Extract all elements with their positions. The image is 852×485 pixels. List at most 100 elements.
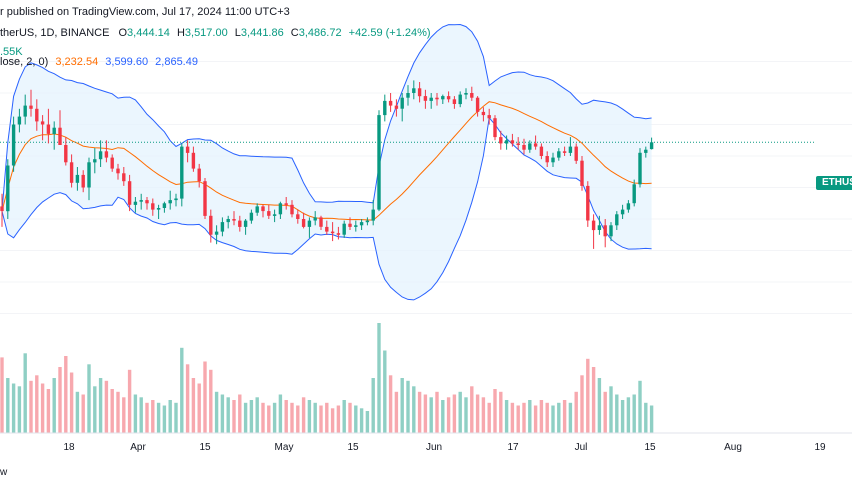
- candle-body: [139, 200, 143, 202]
- x-tick-label: Jul: [575, 442, 588, 453]
- volume-bar: [93, 386, 97, 434]
- volume-bar: [470, 386, 474, 434]
- candle-body: [46, 124, 51, 134]
- candle: [603, 219, 607, 248]
- last-price-tag: ETHUSD: [816, 176, 852, 190]
- volume-bar: [261, 402, 265, 434]
- volume-bar: [46, 389, 51, 433]
- volume-bar: [649, 405, 654, 433]
- close-label: C: [290, 27, 299, 39]
- candle: [522, 138, 526, 155]
- candle-body: [122, 173, 126, 182]
- candle-body: [342, 223, 346, 235]
- candle: [214, 225, 219, 245]
- candle: [156, 204, 161, 219]
- volume-bar: [400, 378, 404, 433]
- bollinger-label[interactable]: lose, 2, 0): [0, 56, 49, 68]
- candle: [475, 96, 480, 117]
- x-tick-label: 19: [814, 442, 826, 453]
- volume-bar: [481, 397, 486, 434]
- volume-bar: [40, 383, 45, 433]
- candle-body: [504, 140, 509, 144]
- candle: [551, 152, 555, 167]
- volume-bar: [528, 400, 532, 433]
- candle-body: [11, 124, 16, 166]
- volume-bar: [191, 378, 196, 433]
- volume-bar: [464, 397, 468, 434]
- candle: [452, 96, 457, 109]
- volume-bar: [325, 402, 329, 434]
- volume-bar: [290, 402, 294, 434]
- candle: [197, 163, 201, 188]
- candle: [336, 226, 341, 240]
- volume-bar: [116, 391, 120, 434]
- candle: [243, 219, 248, 235]
- volume-bar: [81, 394, 85, 433]
- candle: [168, 190, 172, 210]
- candle: [110, 154, 114, 172]
- candle-body: [151, 203, 155, 210]
- candle-body: [296, 214, 300, 219]
- volume-bar: [383, 350, 387, 433]
- bollinger-upper-value: 3,599.60: [105, 56, 149, 68]
- candle-body: [209, 215, 213, 235]
- candle: [499, 130, 503, 150]
- candle: [272, 209, 277, 223]
- volume-bar: [533, 405, 538, 433]
- candle-body: [371, 209, 375, 221]
- candle-body: [412, 88, 416, 93]
- candle: [342, 220, 346, 238]
- candle-body: [487, 115, 491, 119]
- candle-body: [348, 223, 352, 227]
- candle: [17, 108, 22, 133]
- volume-bar: [516, 405, 520, 433]
- volume-bar: [557, 402, 561, 434]
- candle-body: [551, 157, 555, 163]
- candle: [127, 174, 132, 212]
- candle-body: [145, 200, 149, 204]
- volume-bar: [359, 408, 364, 434]
- candle-body: [452, 99, 457, 104]
- change-value: +42.59 (+1.24%): [348, 27, 431, 39]
- volume-bar: [272, 402, 277, 434]
- candle: [0, 193, 4, 227]
- candle-body: [545, 156, 549, 163]
- candle-body: [52, 127, 56, 134]
- candle-body: [475, 97, 480, 112]
- candle-body: [168, 200, 172, 204]
- volume-bar: [388, 375, 393, 434]
- candle-body: [377, 115, 381, 210]
- candle: [284, 197, 288, 210]
- candle-body: [98, 151, 103, 160]
- open-value: 3,444.14: [127, 27, 170, 39]
- bollinger-lower-value: 2,865.49: [155, 56, 198, 68]
- publisher-line: r published on TradingView.com, Jul 17, …: [0, 6, 290, 18]
- time-axis: 18 Apr 15 May 15 Jun 17 Jul 15 Aug 19: [63, 442, 826, 453]
- candle: [348, 217, 352, 230]
- candle-body: [516, 143, 520, 145]
- volume-bar: [435, 391, 439, 434]
- candle: [533, 135, 538, 150]
- symbol-label[interactable]: therUS, 1D, BINANCE: [0, 27, 110, 39]
- candle: [487, 108, 491, 125]
- candle: [174, 193, 178, 207]
- volume-bar: [226, 397, 230, 434]
- x-tick-label: Apr: [130, 442, 146, 453]
- candle: [267, 204, 271, 219]
- candle-body: [17, 116, 22, 125]
- candle: [545, 151, 549, 167]
- close-value: 3,486.72: [298, 27, 342, 39]
- volume-bar: [336, 405, 341, 433]
- candle: [441, 94, 445, 104]
- candle-body: [626, 203, 631, 210]
- volume-bar: [429, 397, 433, 434]
- candle-body: [64, 145, 68, 163]
- candle: [290, 200, 294, 218]
- volume-bar: [452, 394, 457, 433]
- ohlc-legend: therUS, 1D, BINANCE O3,444.14 H3,517.00 …: [0, 27, 431, 39]
- candle-body: [383, 100, 387, 116]
- x-tick-label: Aug: [724, 442, 742, 453]
- candle-body: [580, 160, 584, 186]
- candle-body: [562, 151, 567, 153]
